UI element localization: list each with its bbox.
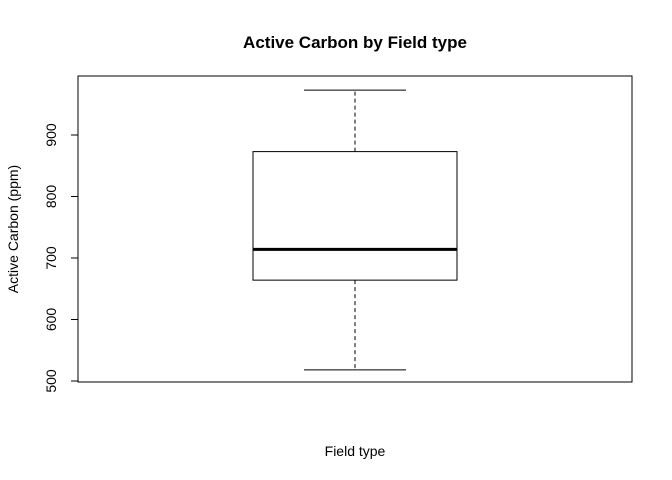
- y-tick-label: 500: [43, 369, 59, 393]
- y-tick-label: 900: [43, 123, 59, 147]
- interquartile-box: [252, 151, 458, 281]
- y-tick-label: 800: [43, 185, 59, 209]
- y-tick-label: 600: [43, 308, 59, 332]
- x-axis-label: Field type: [325, 443, 386, 459]
- y-axis-label: Active Carbon (ppm): [5, 165, 21, 293]
- chart-title: Active Carbon by Field type: [243, 33, 467, 52]
- y-tick-label: 700: [43, 246, 59, 270]
- y-axis: 500 600 700 800 900: [43, 123, 78, 393]
- plot-frame: [77, 75, 633, 383]
- box-group: [252, 89, 458, 371]
